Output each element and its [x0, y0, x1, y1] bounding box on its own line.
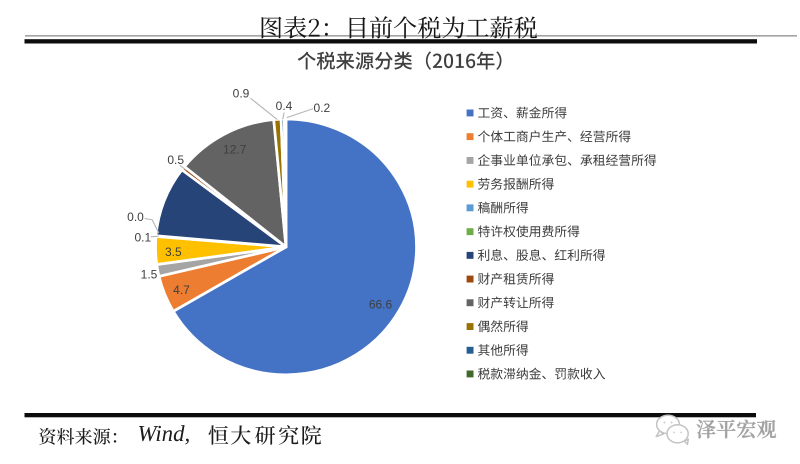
- svg-text:4.7: 4.7: [173, 283, 190, 297]
- svg-text:12.7: 12.7: [223, 143, 247, 157]
- svg-text:0.4: 0.4: [276, 99, 293, 113]
- svg-text:0.1: 0.1: [134, 230, 151, 244]
- svg-text:1.5: 1.5: [141, 268, 158, 282]
- svg-text:66.6: 66.6: [369, 297, 393, 311]
- svg-text:0.9: 0.9: [233, 87, 250, 101]
- svg-text:0.0: 0.0: [127, 210, 144, 224]
- svg-text:0.2: 0.2: [314, 101, 331, 115]
- svg-text:0.5: 0.5: [167, 153, 184, 167]
- svg-text:3.5: 3.5: [165, 245, 182, 259]
